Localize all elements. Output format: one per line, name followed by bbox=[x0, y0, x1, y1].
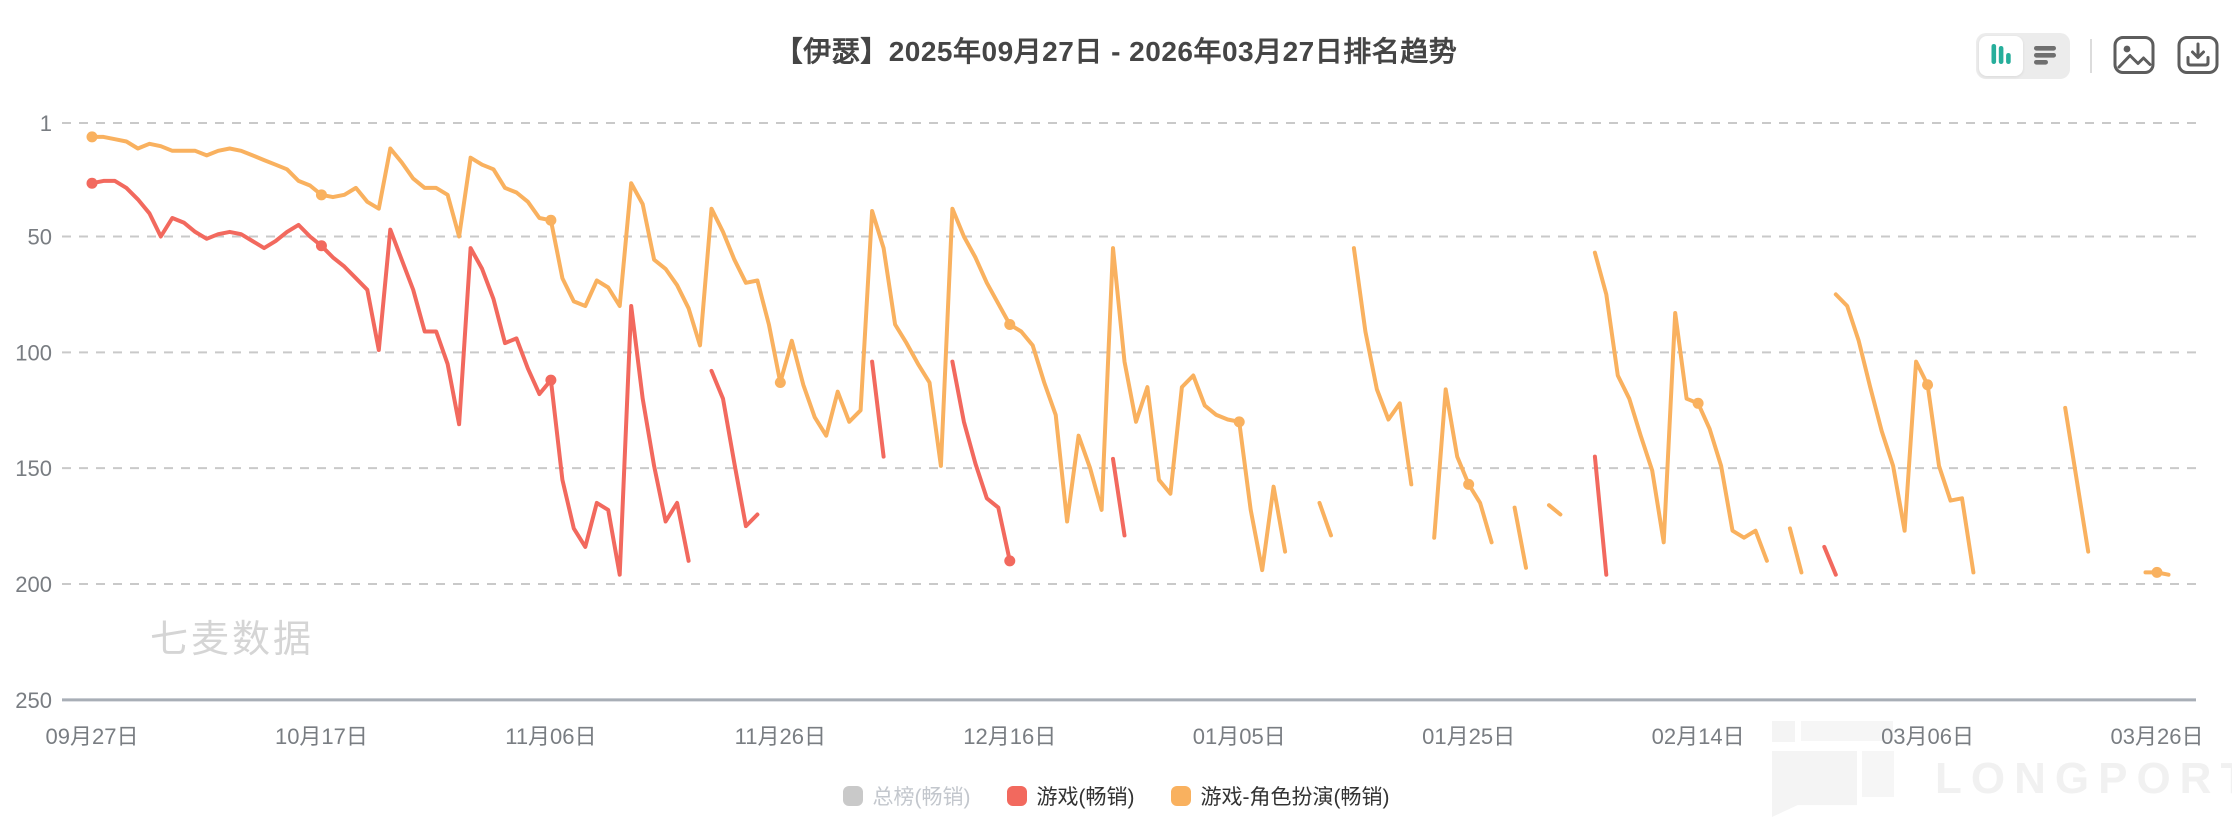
list-view-button[interactable] bbox=[2023, 36, 2067, 76]
page-title: 【伊瑟】2025年09月27日 - 2026年03月27日排名趋势 bbox=[774, 36, 1458, 67]
chart-view-button[interactable] bbox=[1979, 36, 2023, 76]
svg-text:03月26日: 03月26日 bbox=[2111, 724, 2204, 749]
svg-text:150: 150 bbox=[15, 456, 52, 481]
bar-chart-icon bbox=[1987, 40, 2015, 73]
legend-label: 游戏(畅销) bbox=[1036, 786, 1135, 809]
legend-label: 游戏-角色扮演(畅销) bbox=[1200, 786, 1390, 809]
svg-text:50: 50 bbox=[28, 225, 52, 250]
svg-text:10月17日: 10月17日 bbox=[275, 724, 368, 749]
chart-toolbar bbox=[1976, 33, 2220, 79]
svg-text:250: 250 bbox=[15, 688, 52, 713]
svg-text:11月26日: 11月26日 bbox=[735, 724, 826, 749]
legend-swatch bbox=[1170, 786, 1191, 806]
legend-swatch bbox=[1006, 786, 1027, 806]
longport-watermark: LONGPORT bbox=[1935, 754, 2232, 803]
download-button[interactable] bbox=[2176, 35, 2220, 77]
svg-text:02月14日: 02月14日 bbox=[1652, 724, 1745, 749]
legend-item-games-grossing[interactable]: 游戏(畅销) bbox=[1006, 781, 1135, 811]
view-toggle bbox=[1976, 33, 2070, 79]
legend-label: 总榜(畅销) bbox=[872, 786, 971, 809]
longport-logo-block bbox=[1772, 721, 1795, 742]
longport-logo-block bbox=[1862, 751, 1894, 797]
longport-logo-block bbox=[1801, 721, 1893, 741]
legend-item-rpg-grossing[interactable]: 游戏-角色扮演(畅销) bbox=[1170, 781, 1390, 811]
svg-text:12月16日: 12月16日 bbox=[963, 724, 1056, 749]
svg-text:11月06日: 11月06日 bbox=[505, 724, 596, 749]
chart-legend: 总榜(畅销) 游戏(畅销) 游戏-角色扮演(畅销) bbox=[0, 781, 2232, 811]
list-icon bbox=[2031, 40, 2059, 73]
svg-text:200: 200 bbox=[15, 572, 52, 597]
svg-text:01月05日: 01月05日 bbox=[1193, 724, 1286, 749]
qimai-watermark: 七麦数据 bbox=[150, 619, 315, 661]
svg-text:09月27日: 09月27日 bbox=[46, 724, 139, 749]
legend-swatch bbox=[842, 786, 863, 806]
toolbar-divider bbox=[2090, 39, 2092, 73]
export-image-button[interactable] bbox=[2112, 35, 2156, 77]
svg-text:100: 100 bbox=[15, 340, 52, 365]
svg-text:01月25日: 01月25日 bbox=[1422, 724, 1515, 749]
svg-text:1: 1 bbox=[40, 111, 52, 136]
legend-item-total-grossing[interactable]: 总榜(畅销) bbox=[842, 781, 971, 811]
svg-text:03月06日: 03月06日 bbox=[1881, 724, 1974, 749]
download-icon bbox=[2176, 34, 2220, 79]
image-icon bbox=[2112, 34, 2156, 79]
